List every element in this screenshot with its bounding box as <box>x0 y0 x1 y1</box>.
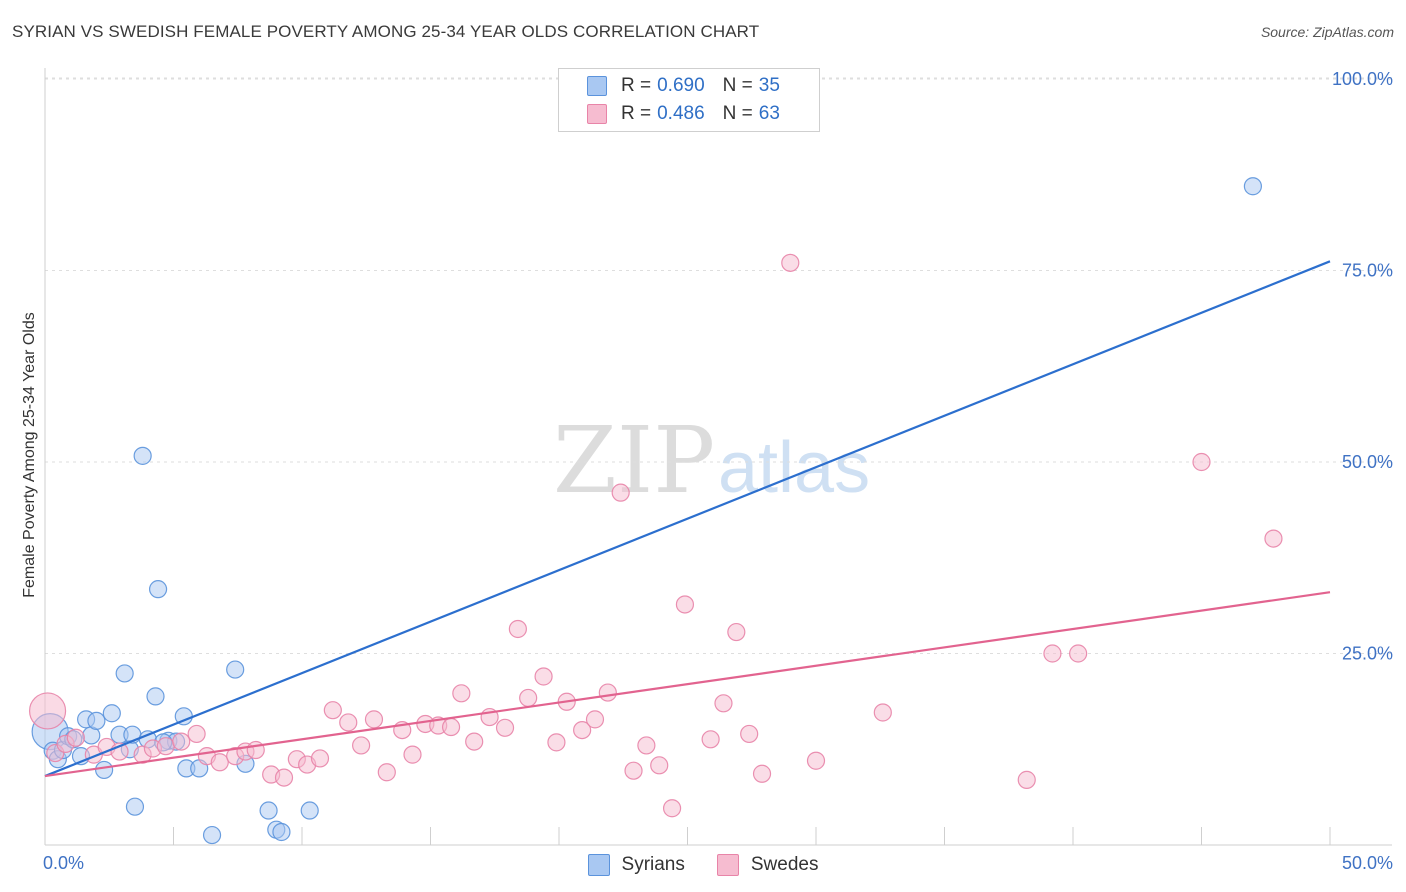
swedes-point-21 <box>310 749 330 768</box>
swedes-point-41 <box>573 720 592 740</box>
swedes-point-44 <box>611 483 630 502</box>
series-legend: Syrians Swedes <box>0 852 1406 878</box>
swedes-point-33 <box>465 732 484 751</box>
syrians-point-10 <box>95 760 114 780</box>
syrians-point-17 <box>133 446 152 465</box>
swedes-point-62 <box>1264 529 1283 548</box>
swedes-point-25 <box>364 710 384 729</box>
y-axis-label: Female Poverty Among 25-34 Year Olds <box>21 312 38 598</box>
legend-row-swedes: R = 0.486 N = 63 <box>587 101 780 127</box>
legend-item-swedes[interactable]: Swedes <box>716 852 819 878</box>
swedes-point-53 <box>740 724 759 744</box>
swedes-point-13 <box>210 753 229 772</box>
syrians-point-20 <box>148 580 168 599</box>
syrians-point-11 <box>102 704 121 723</box>
swedes-point-51 <box>714 694 733 713</box>
swedes-point-36 <box>508 619 527 639</box>
swedes-legend-label: Swedes <box>750 854 819 875</box>
swedes-n-label: N = <box>722 103 753 124</box>
swedes-point-58 <box>1017 770 1036 789</box>
swedes-point-26 <box>377 763 396 782</box>
syrians-n-label: N = <box>722 75 753 96</box>
syrians-point-33 <box>1243 177 1263 196</box>
syrians-point-19 <box>146 687 165 706</box>
swedes-r-value: 0.486 <box>657 103 705 124</box>
swedes-point-10 <box>172 732 191 751</box>
swedes-point-57 <box>873 703 892 722</box>
swedes-point-0 <box>28 692 67 730</box>
swedes-point-60 <box>1069 644 1088 663</box>
swedes-point-47 <box>650 756 669 775</box>
swedes-point-28 <box>403 745 422 764</box>
syrians-point-29 <box>259 801 278 820</box>
swedes-point-50 <box>701 730 720 749</box>
swedes-point-22 <box>323 701 342 720</box>
syrians-legend-swatch <box>587 854 610 876</box>
syrians-swatch <box>587 76 607 96</box>
syrians-trend-line <box>44 260 1331 778</box>
source-credit: Source: ZipAtlas.com <box>1260 24 1394 40</box>
x-tick-label-50: 50.0% <box>1342 853 1393 873</box>
y-tick-label-25: 25.0% <box>1342 644 1393 664</box>
swedes-point-55 <box>781 253 800 272</box>
syrians-n-value: 35 <box>758 75 780 96</box>
syrians-r-label: R = <box>621 75 652 96</box>
swedes-point-3 <box>66 728 85 747</box>
swedes-r-label: R = <box>621 103 652 124</box>
syrians-legend-label: Syrians <box>621 854 685 875</box>
syrians-point-27 <box>226 660 245 679</box>
swedes-legend-swatch <box>716 854 739 876</box>
syrians-r-value: 0.690 <box>657 75 705 96</box>
chart-title: SYRIAN VS SWEDISH FEMALE POVERTY AMONG 2… <box>12 22 760 41</box>
swedes-point-45 <box>624 761 643 780</box>
swedes-point-24 <box>352 736 371 755</box>
syrians-point-9 <box>87 711 106 731</box>
watermark-atlas: atlas <box>718 428 870 508</box>
y-tick-label-100: 100.0% <box>1332 69 1393 89</box>
syrians-point-13 <box>115 664 134 683</box>
swedes-point-54 <box>752 764 772 783</box>
syrians-point-26 <box>202 825 222 845</box>
swedes-trend-line <box>44 591 1331 778</box>
swedes-n-value: 63 <box>758 103 780 124</box>
swedes-point-46 <box>637 736 656 755</box>
swedes-point-52 <box>727 622 746 642</box>
swedes-point-9 <box>156 737 175 756</box>
swedes-point-56 <box>806 751 826 770</box>
swedes-point-43 <box>598 683 617 702</box>
swedes-point-32 <box>452 684 471 703</box>
y-tick-label-50: 50.0% <box>1342 452 1393 472</box>
swedes-point-11 <box>187 724 206 744</box>
swedes-point-18 <box>274 768 294 787</box>
syrians-point-31 <box>272 822 291 842</box>
swedes-point-39 <box>547 733 566 752</box>
swedes-point-59 <box>1043 644 1062 663</box>
correlation-legend: R = 0.690 N = 35 R = 0.486 N = 63 <box>558 68 820 132</box>
legend-row-syrians: R = 0.690 N = 35 <box>587 73 780 99</box>
swedes-point-35 <box>495 718 515 737</box>
swedes-point-37 <box>519 688 538 708</box>
syrians-point-32 <box>300 801 319 820</box>
syrians-point-16 <box>125 797 145 816</box>
legend-item-syrians[interactable]: Syrians <box>587 852 685 878</box>
y-tick-label-75: 75.0% <box>1342 261 1393 281</box>
swedes-point-38 <box>534 667 553 686</box>
swedes-point-42 <box>585 710 605 729</box>
swedes-point-49 <box>675 595 695 614</box>
x-tick-label-0: 0.0% <box>43 853 84 873</box>
swedes-point-31 <box>441 717 461 737</box>
swedes-swatch <box>587 104 607 124</box>
swedes-point-48 <box>662 799 682 818</box>
swedes-point-61 <box>1192 452 1211 472</box>
swedes-point-23 <box>339 713 358 732</box>
watermark-zip: ZIP <box>553 407 715 514</box>
